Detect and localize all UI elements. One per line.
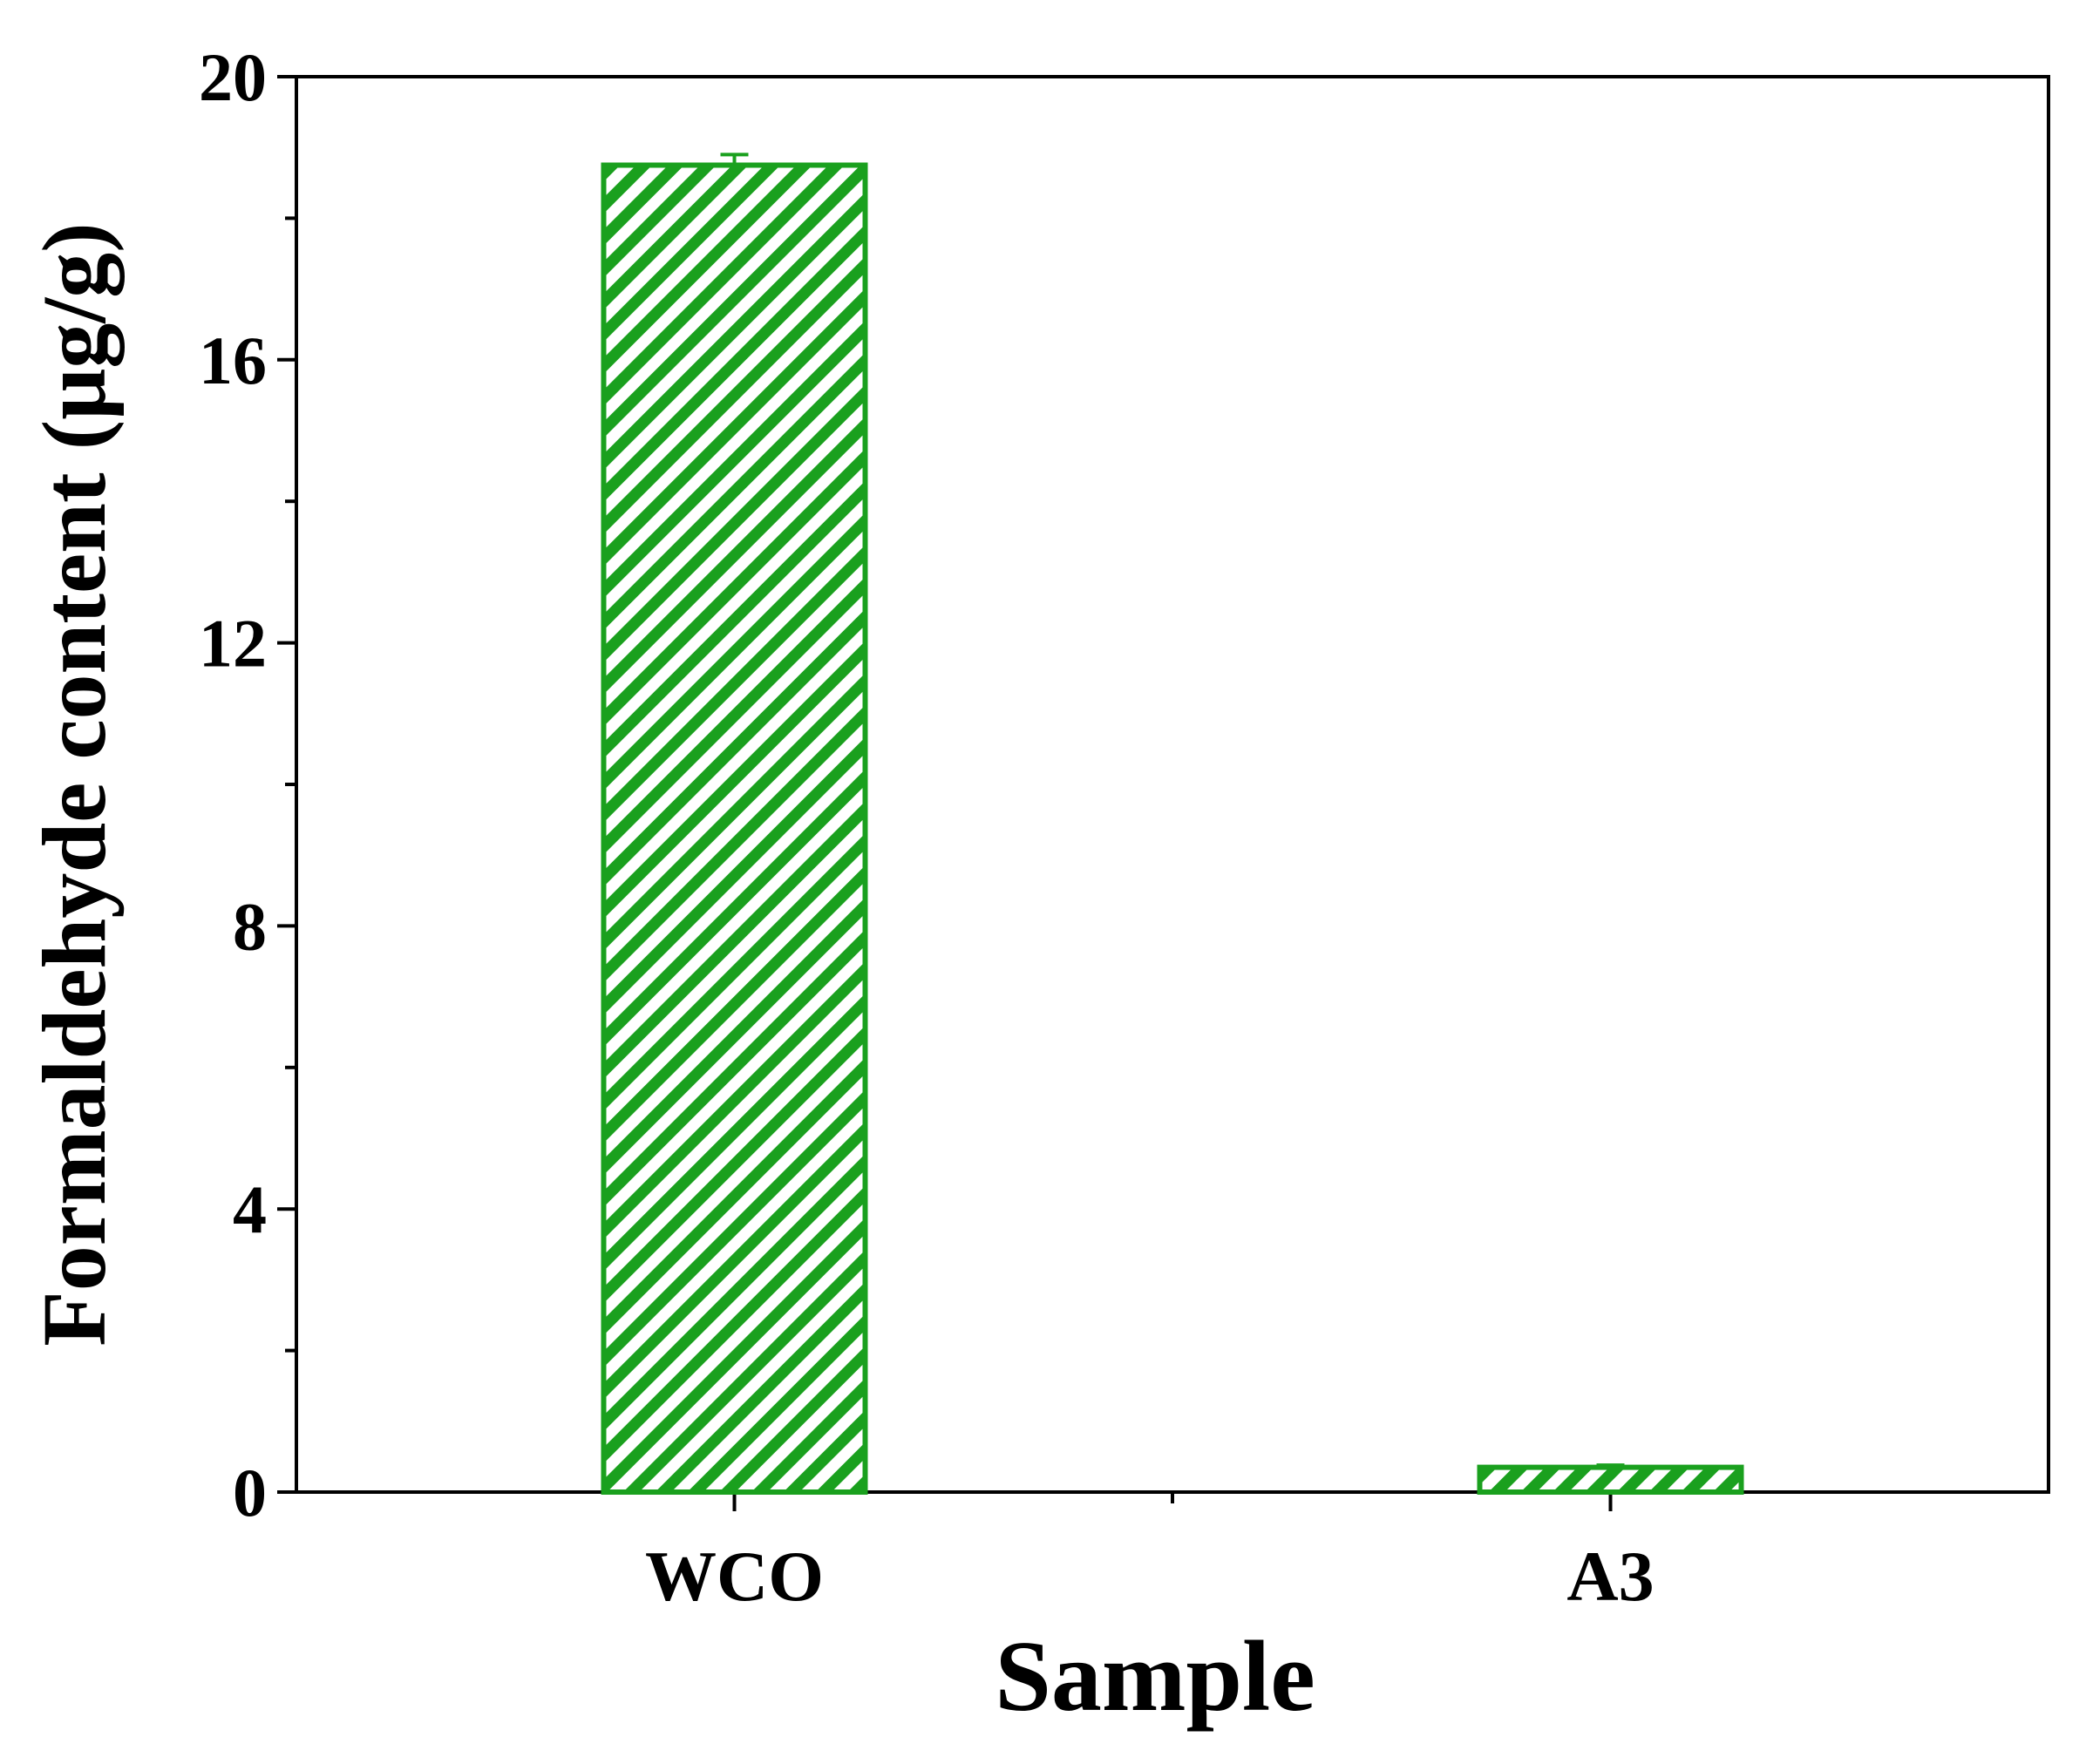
y-tick-label: 20 <box>199 39 267 115</box>
x-axis-title: Sample <box>995 1621 1315 1733</box>
x-tick-label: A3 <box>1566 1537 1654 1616</box>
bar <box>1477 1464 1744 1495</box>
y-tick-label: 12 <box>199 606 267 682</box>
y-tick-label: 4 <box>233 1171 267 1247</box>
y-axis-title: Formaldehyde content (μg/g) <box>24 222 125 1346</box>
plot-frame <box>295 75 2050 1494</box>
y-tick-label: 0 <box>233 1455 267 1530</box>
x-tick-label: WCO <box>645 1537 824 1616</box>
bar <box>601 162 868 1495</box>
y-tick-label: 16 <box>199 322 267 398</box>
y-tick-label: 8 <box>233 888 267 964</box>
